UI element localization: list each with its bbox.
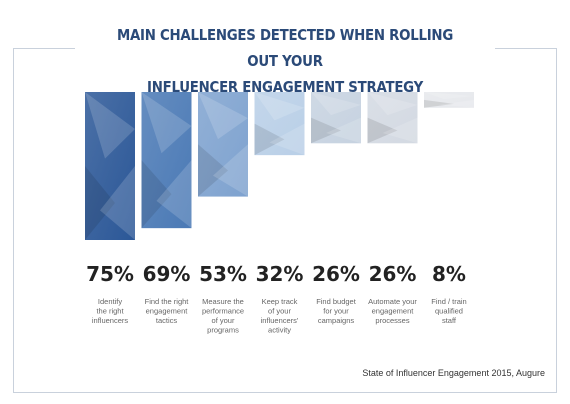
- chart-title: MAIN CHALLENGES DETECTED WHEN ROLLING OU…: [109, 22, 462, 100]
- frame-top-right: [495, 48, 557, 49]
- bar-5-facets: [311, 92, 361, 144]
- bar-2: [141, 92, 192, 229]
- chart-frame: [13, 48, 557, 393]
- bar-6-facets: [367, 92, 418, 144]
- bar-3: [198, 92, 248, 197]
- bar-4: [254, 92, 305, 156]
- category-label-5: Find budget for your campaigns: [316, 297, 357, 325]
- frame-top-left: [13, 48, 75, 49]
- category-label-7: Find / train qualified staff: [431, 297, 466, 325]
- value-label-4: 32%: [256, 262, 304, 286]
- value-label-6: 26%: [369, 262, 417, 286]
- bar-4-facets: [254, 92, 305, 156]
- source-note: State of Influencer Engagement 2015, Aug…: [362, 368, 545, 378]
- value-label-7: 8%: [432, 262, 466, 286]
- value-label-5: 26%: [312, 262, 360, 286]
- bar-3-facets: [198, 92, 248, 197]
- value-label-2: 69%: [143, 262, 191, 286]
- category-label-3: Measure the performance of your programs: [202, 297, 244, 335]
- value-label-1: 75%: [86, 262, 134, 286]
- category-label-6: Automate your engagement processes: [368, 297, 417, 325]
- bar-7: [424, 92, 474, 108]
- title-line-1: MAIN CHALLENGES DETECTED WHEN ROLLING OU…: [116, 26, 454, 70]
- bar-2-facets: [141, 92, 192, 229]
- bar-1-facets: [85, 92, 135, 240]
- title-line-2: INFLUENCER ENGAGEMENT STRATEGY: [147, 78, 423, 96]
- value-label-3: 53%: [199, 262, 247, 286]
- category-label-2: Find the right engagement tactics: [145, 297, 190, 325]
- bar-7-facets: [424, 92, 474, 108]
- bar-6: [367, 92, 418, 144]
- category-label-4: Keep track of your influencers' activity: [261, 297, 299, 335]
- category-label-1: Identify the right influencers: [92, 297, 129, 325]
- bar-1: [85, 92, 135, 240]
- bar-5: [311, 92, 361, 144]
